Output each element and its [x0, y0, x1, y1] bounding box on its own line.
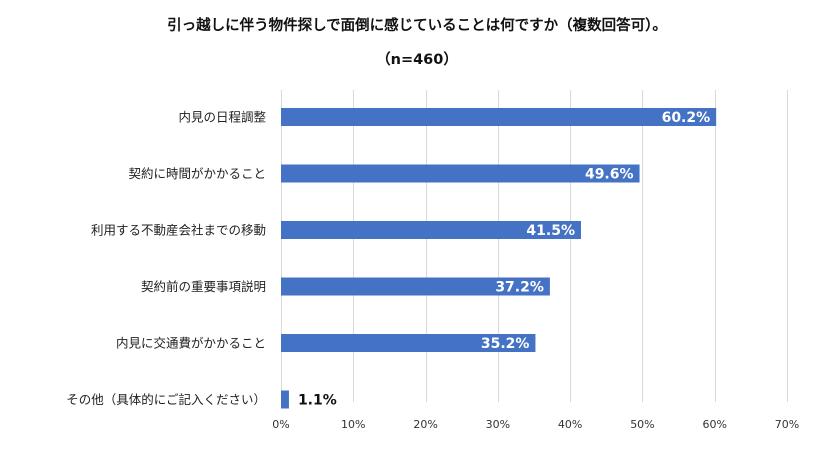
data-label: 37.2% [495, 280, 544, 296]
category-label: 契約前の重要事項説明 [141, 279, 266, 294]
data-label: 60.2% [662, 110, 711, 126]
bar [281, 108, 717, 126]
category-label: 契約に時間がかかること [128, 166, 266, 181]
x-tick-label: 10% [341, 418, 365, 431]
bars [281, 108, 717, 409]
category-label: 利用する不動産会社までの移動 [91, 223, 266, 238]
x-tick-label: 70% [775, 418, 799, 431]
data-label: 49.6% [585, 167, 634, 183]
bar [281, 334, 536, 352]
chart-title: 引っ越しに伴う物件探しで面倒に感じていることは何ですか（複数回答可）。 [167, 18, 667, 34]
bar [281, 390, 289, 409]
value-labels: 60.2% 49.6% 41.5% 37.2% 35.2% 1.1% [298, 110, 710, 409]
x-tick-label: 0% [272, 418, 289, 431]
category-label: その他（具体的にご記入ください） [66, 392, 266, 407]
category-labels: 内見の日程調整契約に時間がかかること利用する不動産会社までの移動契約前の重要事項… [66, 110, 266, 408]
x-tick-label: 50% [630, 418, 654, 431]
category-label: 内見の日程調整 [178, 110, 266, 125]
bar [281, 164, 640, 183]
x-tick-label: 20% [413, 418, 437, 431]
grid-lines [281, 90, 788, 402]
x-tick-label: 40% [558, 418, 582, 431]
data-label: 1.1% [298, 393, 337, 409]
chart-subtitle: （n=460） [376, 52, 458, 68]
data-label: 41.5% [526, 223, 575, 239]
bar [281, 221, 581, 239]
category-label: 内見に交通費がかかること [116, 336, 266, 351]
x-tick-labels: 0% 10% 20% 30% 40% 50% 60% 70% [272, 418, 799, 431]
x-tick-label: 30% [486, 418, 510, 431]
bar [281, 277, 550, 296]
x-tick-label: 60% [702, 418, 726, 431]
data-label: 35.2% [481, 336, 530, 352]
